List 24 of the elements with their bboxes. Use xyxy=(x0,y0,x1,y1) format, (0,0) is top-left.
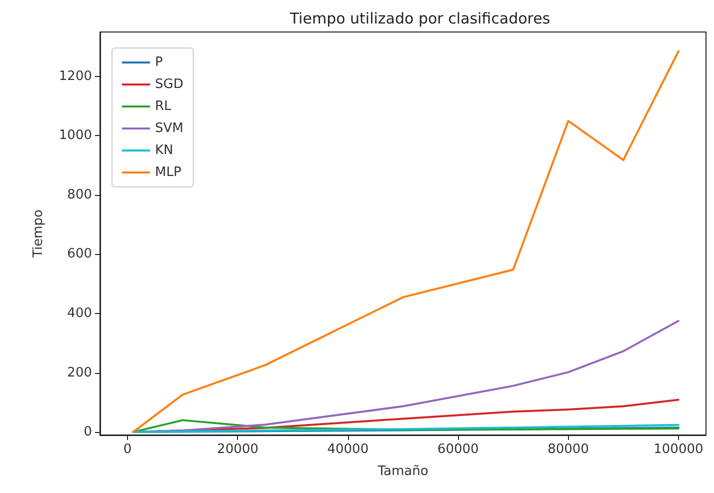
y-tick-label: 800 xyxy=(67,187,92,202)
line-series xyxy=(132,424,680,434)
x-axis-title: Tamaño xyxy=(376,464,428,479)
chart-title: Tiempo utilizado por clasificadores xyxy=(288,10,550,28)
y-tick-label: 400 xyxy=(67,306,92,322)
legend-label: KN xyxy=(155,143,174,158)
x-tick-label: 0 xyxy=(123,442,132,457)
legend-label: P xyxy=(155,55,163,70)
legend-label: RL xyxy=(155,99,172,114)
legend-label: SGD xyxy=(155,77,184,92)
y-tick-label: 200 xyxy=(67,365,92,380)
y-tick-label: 0 xyxy=(84,424,92,440)
y-tick-label: 1000 xyxy=(58,128,92,144)
y-tick-label: 1200 xyxy=(58,68,92,84)
line-series xyxy=(132,50,680,434)
legend-label: SVM xyxy=(155,121,184,136)
y-axis-title: Tiempo xyxy=(31,209,46,259)
x-tick-label: 20000 xyxy=(217,442,258,457)
legend-label: MLP xyxy=(155,165,182,180)
y-tick-label: 600 xyxy=(67,246,92,262)
x-tick-label: 100000 xyxy=(654,442,704,457)
x-tick-label: 40000 xyxy=(327,442,369,457)
x-tick-label: 80000 xyxy=(548,442,589,457)
x-tick-label: 60000 xyxy=(437,442,479,457)
